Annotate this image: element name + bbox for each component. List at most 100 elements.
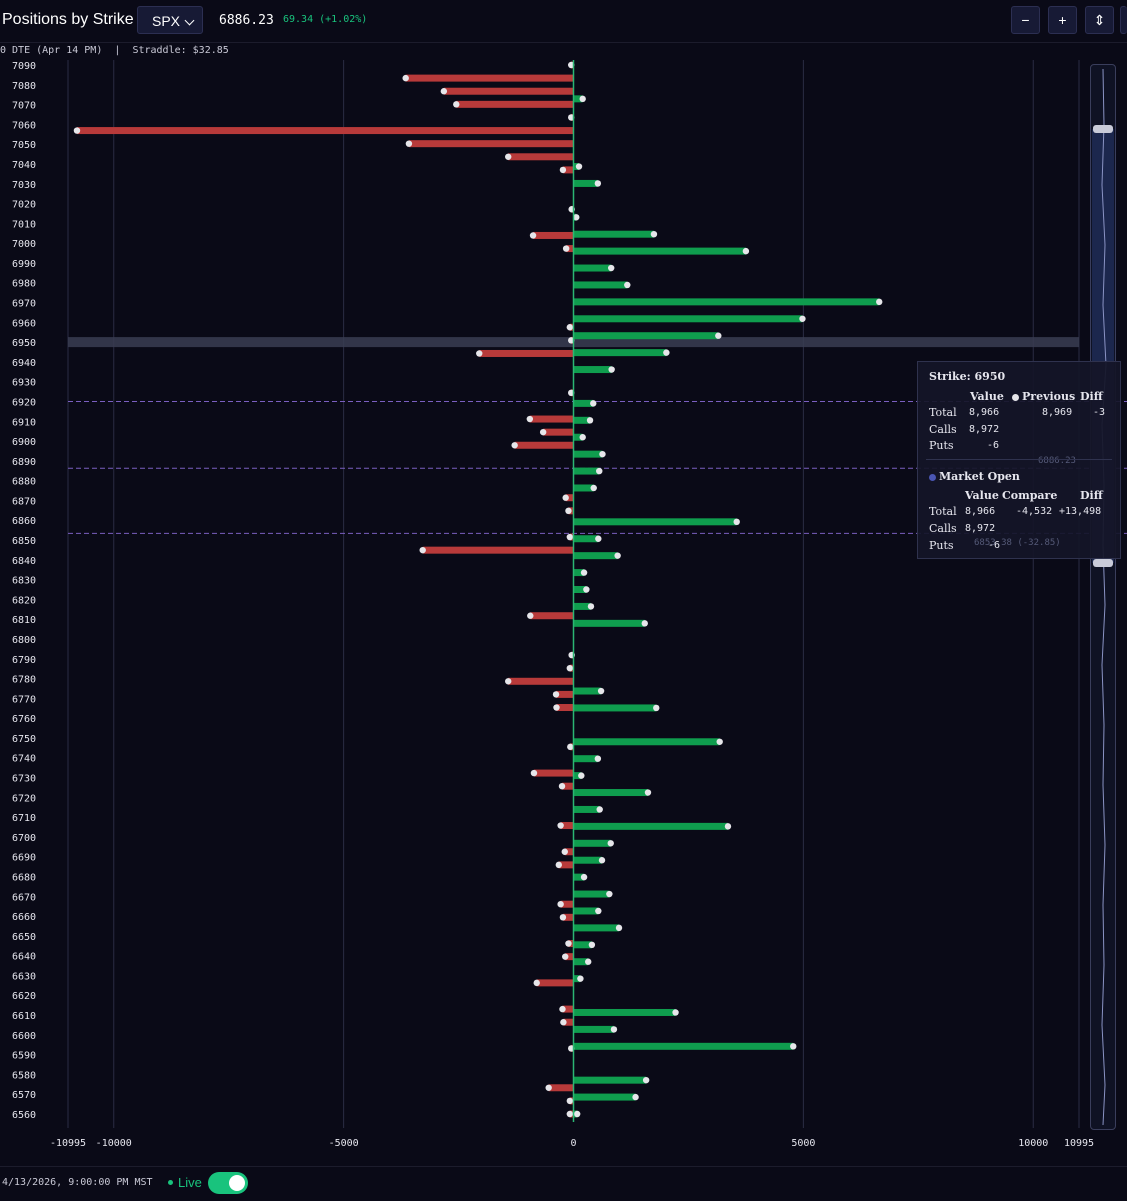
call-bar: [573, 281, 628, 289]
tooltip-total-diff: -3: [1093, 407, 1106, 418]
strike-label: 7020: [12, 200, 36, 211]
scrollbar-handle-bottom[interactable]: [1093, 559, 1113, 567]
strike-label: 6900: [12, 437, 36, 448]
put-bar: [562, 913, 574, 921]
scrollbar-handle-top[interactable]: [1093, 125, 1113, 133]
tooltip-title: Strike: 6950: [929, 370, 1006, 383]
previous-point: [527, 612, 534, 619]
previous-point: [615, 924, 623, 932]
previous-point: [644, 789, 652, 796]
fit-icon: ⇕: [1093, 12, 1106, 28]
put-bar: [566, 245, 574, 253]
previous-point: [529, 232, 537, 239]
call-bar: [573, 1093, 636, 1101]
previous-point: [573, 214, 580, 221]
call-bar: [573, 569, 585, 577]
call-bar: [573, 1008, 676, 1016]
x-tick-label: 5000: [791, 1138, 815, 1149]
zoom-in-button[interactable]: +: [1048, 6, 1077, 34]
previous-point: [583, 586, 590, 593]
put-bar: [529, 415, 574, 423]
previous-point: [596, 806, 603, 813]
previous-point: [567, 743, 574, 751]
strike-scrollbar[interactable]: [1090, 64, 1116, 1130]
put-bar: [556, 690, 574, 698]
previous-point: [672, 1009, 679, 1016]
previous-point: [590, 484, 597, 492]
previous-point: [578, 772, 585, 779]
strike-label: 6750: [12, 734, 36, 745]
put-bar: [565, 953, 574, 961]
previous-point: [552, 691, 560, 698]
previous-point: [566, 664, 574, 672]
put-bar: [562, 166, 574, 174]
strike-label: 6950: [12, 338, 36, 349]
tooltip-mo-total-compare: -4,532: [1016, 506, 1053, 517]
call-bar: [573, 399, 594, 407]
tooltip-mo-header-diff: Diff: [1080, 489, 1103, 502]
zoom-out-button[interactable]: −: [1011, 6, 1040, 34]
strike-label: 7060: [12, 120, 36, 131]
live-toggle[interactable]: [208, 1172, 248, 1194]
strike-label: 6810: [12, 615, 36, 626]
positions-chart[interactable]: 7090 7080 7070 7060 7050 7040 7030 7020 7010 7000…: [0, 0, 1127, 1160]
fit-button[interactable]: ⇕: [1085, 6, 1114, 34]
previous-point: [560, 1019, 567, 1026]
call-bar: [573, 179, 598, 187]
previous-point: [742, 247, 750, 255]
put-bar: [564, 848, 574, 856]
previous-point: [511, 442, 518, 449]
strike-label: 6650: [12, 932, 36, 943]
call-bar: [573, 535, 599, 543]
previous-point: [596, 467, 603, 475]
put-bar: [405, 74, 574, 82]
previous-point: [562, 494, 569, 501]
previous-point: [539, 428, 547, 436]
strike-label: 6880: [12, 477, 36, 488]
put-bar: [508, 677, 574, 685]
strike-label: 7030: [12, 180, 36, 191]
tooltip-mo-calls-value: 8,972: [965, 523, 996, 534]
call-bar: [573, 1025, 614, 1033]
strike-label: 7080: [12, 81, 36, 92]
strike-label: 6760: [12, 714, 36, 725]
tooltip-header-previous: Previous: [1012, 390, 1075, 403]
minus-icon: −: [1021, 12, 1030, 28]
call-bar: [573, 349, 667, 357]
call-bar: [573, 1076, 647, 1084]
call-bar: [573, 264, 612, 272]
call-bar: [573, 95, 583, 103]
previous-point: [790, 1043, 797, 1050]
previous-point: [558, 782, 566, 790]
more-button[interactable]: [1120, 6, 1127, 34]
x-tick-label: 10000: [1018, 1138, 1048, 1149]
previous-point: [565, 507, 572, 515]
previous-point: [559, 914, 567, 921]
timestamp: 4/13/2026, 9:00:00 PM MST: [2, 1177, 153, 1188]
expiry-straddle-info: 0 DTE (Apr 14 PM) | Straddle: $32.85: [0, 45, 229, 56]
previous-point: [724, 823, 732, 830]
call-bar: [573, 619, 645, 627]
strike-label: 7040: [12, 160, 36, 171]
tooltip-calls-value: 8,972: [969, 424, 1000, 435]
previous-point: [533, 979, 540, 987]
call-bar: [573, 518, 737, 526]
previous-point: [562, 953, 569, 960]
previous-point: [607, 264, 615, 272]
tooltip-mo-puts-label: Puts: [929, 539, 954, 552]
previous-point: [526, 415, 534, 423]
call-bar: [573, 738, 720, 746]
previous-dot-icon: [1012, 393, 1019, 401]
put-bar: [548, 1084, 574, 1092]
strike-label: 7090: [12, 61, 36, 72]
tooltip-divider: [926, 459, 1112, 460]
previous-point: [559, 166, 567, 174]
strike-label: 6600: [12, 1031, 36, 1042]
strike-label: 6740: [12, 754, 36, 765]
call-bar: [573, 907, 599, 915]
put-bar: [556, 704, 574, 712]
symbol-select[interactable]: SPX: [137, 6, 203, 34]
put-bar: [514, 441, 574, 449]
previous-point: [566, 324, 574, 331]
call-bar: [573, 687, 602, 695]
